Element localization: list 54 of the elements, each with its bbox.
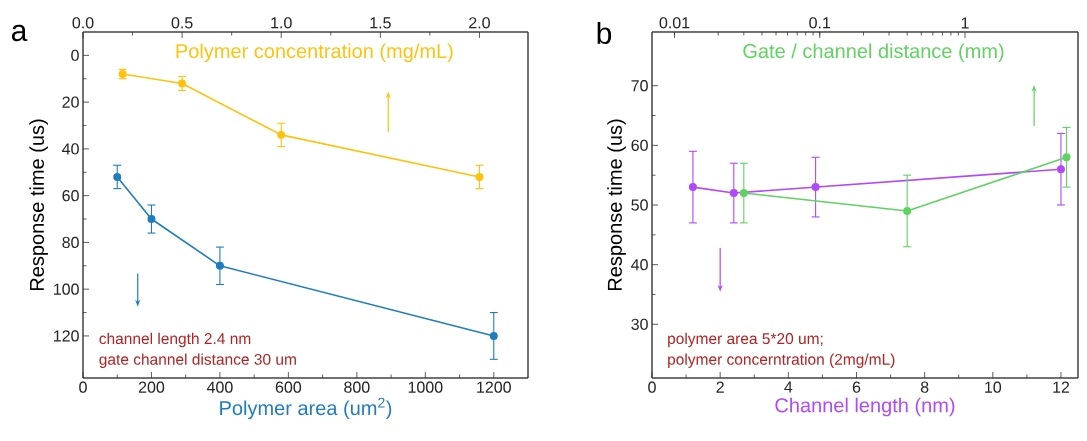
x2-tick-label: 0.01 bbox=[659, 17, 690, 29]
x2-tick-label: 0.1 bbox=[809, 17, 831, 29]
y-tick-label: 20 bbox=[62, 96, 79, 108]
y-axis-title: Response time (us) bbox=[607, 119, 626, 291]
point bbox=[729, 189, 738, 198]
x2-tick-label: 2.0 bbox=[469, 17, 490, 29]
x2-tick-label: 1.5 bbox=[370, 17, 391, 29]
x-tick-label: 400 bbox=[206, 381, 233, 393]
point bbox=[215, 261, 224, 270]
x2-tick-label: 0.5 bbox=[171, 17, 193, 29]
y-tick-label: 100 bbox=[54, 283, 79, 295]
x2-tick-label: 1.0 bbox=[271, 17, 292, 29]
annotation: polymer concerntration (2mg/mL) bbox=[668, 353, 895, 368]
x-axis-title: Polymer area (um$^{2}$) bbox=[220, 397, 392, 420]
x-tick-label: 10 bbox=[985, 381, 1002, 393]
x-tick-label: 8 bbox=[920, 381, 929, 393]
chart-title: a bbox=[11, 24, 28, 42]
y-tick-label: 70 bbox=[631, 80, 648, 92]
point bbox=[688, 183, 697, 192]
x2-tick-label: 1 bbox=[961, 17, 969, 29]
point bbox=[113, 172, 122, 181]
point bbox=[147, 215, 156, 224]
point bbox=[1056, 165, 1065, 174]
x-tick-label: 800 bbox=[344, 381, 370, 393]
y-tick-label: 60 bbox=[631, 139, 648, 152]
x2-axis-title: Polymer concentration (mg/mL) bbox=[176, 43, 453, 63]
x-tick-label: 6 bbox=[852, 381, 861, 393]
annotation: channel length 2.4 nm bbox=[99, 332, 251, 348]
x-tick-label: 2 bbox=[716, 381, 724, 393]
y-tick-label: 0 bbox=[71, 49, 79, 62]
point bbox=[489, 331, 498, 340]
x-tick-label: 200 bbox=[138, 381, 165, 393]
y-tick-label: 80 bbox=[62, 236, 79, 249]
y-tick-label: 120 bbox=[54, 330, 79, 342]
x-tick-label: 1000 bbox=[408, 381, 443, 393]
x-tick-label: 4 bbox=[784, 381, 793, 393]
x-tick-label: 0 bbox=[79, 381, 87, 393]
x-tick-label: 1200 bbox=[477, 381, 511, 393]
y-tick-label: 40 bbox=[62, 143, 79, 155]
x2-tick-label: 0.0 bbox=[72, 17, 94, 29]
x-tick-label: 600 bbox=[275, 381, 302, 393]
x2-axis-title: Gate / channel distance (mm) bbox=[743, 43, 1004, 63]
y-tick-label: 60 bbox=[62, 189, 79, 202]
point bbox=[811, 183, 820, 192]
chart-title: b bbox=[597, 21, 612, 45]
y-tick-label: 50 bbox=[631, 199, 648, 211]
x-tick-label: 0 bbox=[648, 381, 656, 393]
x-tick-label: 12 bbox=[1053, 381, 1070, 393]
y-tick-label: 40 bbox=[631, 258, 648, 271]
y-tick-label: 30 bbox=[631, 318, 648, 330]
annotation: polymer area 5*20 um; bbox=[668, 332, 823, 348]
y-axis-title: Response time (us) bbox=[29, 119, 48, 291]
annotation: gate channel distance 30 um bbox=[99, 353, 296, 368]
x-axis-title: Channel length (nm) bbox=[775, 397, 955, 417]
